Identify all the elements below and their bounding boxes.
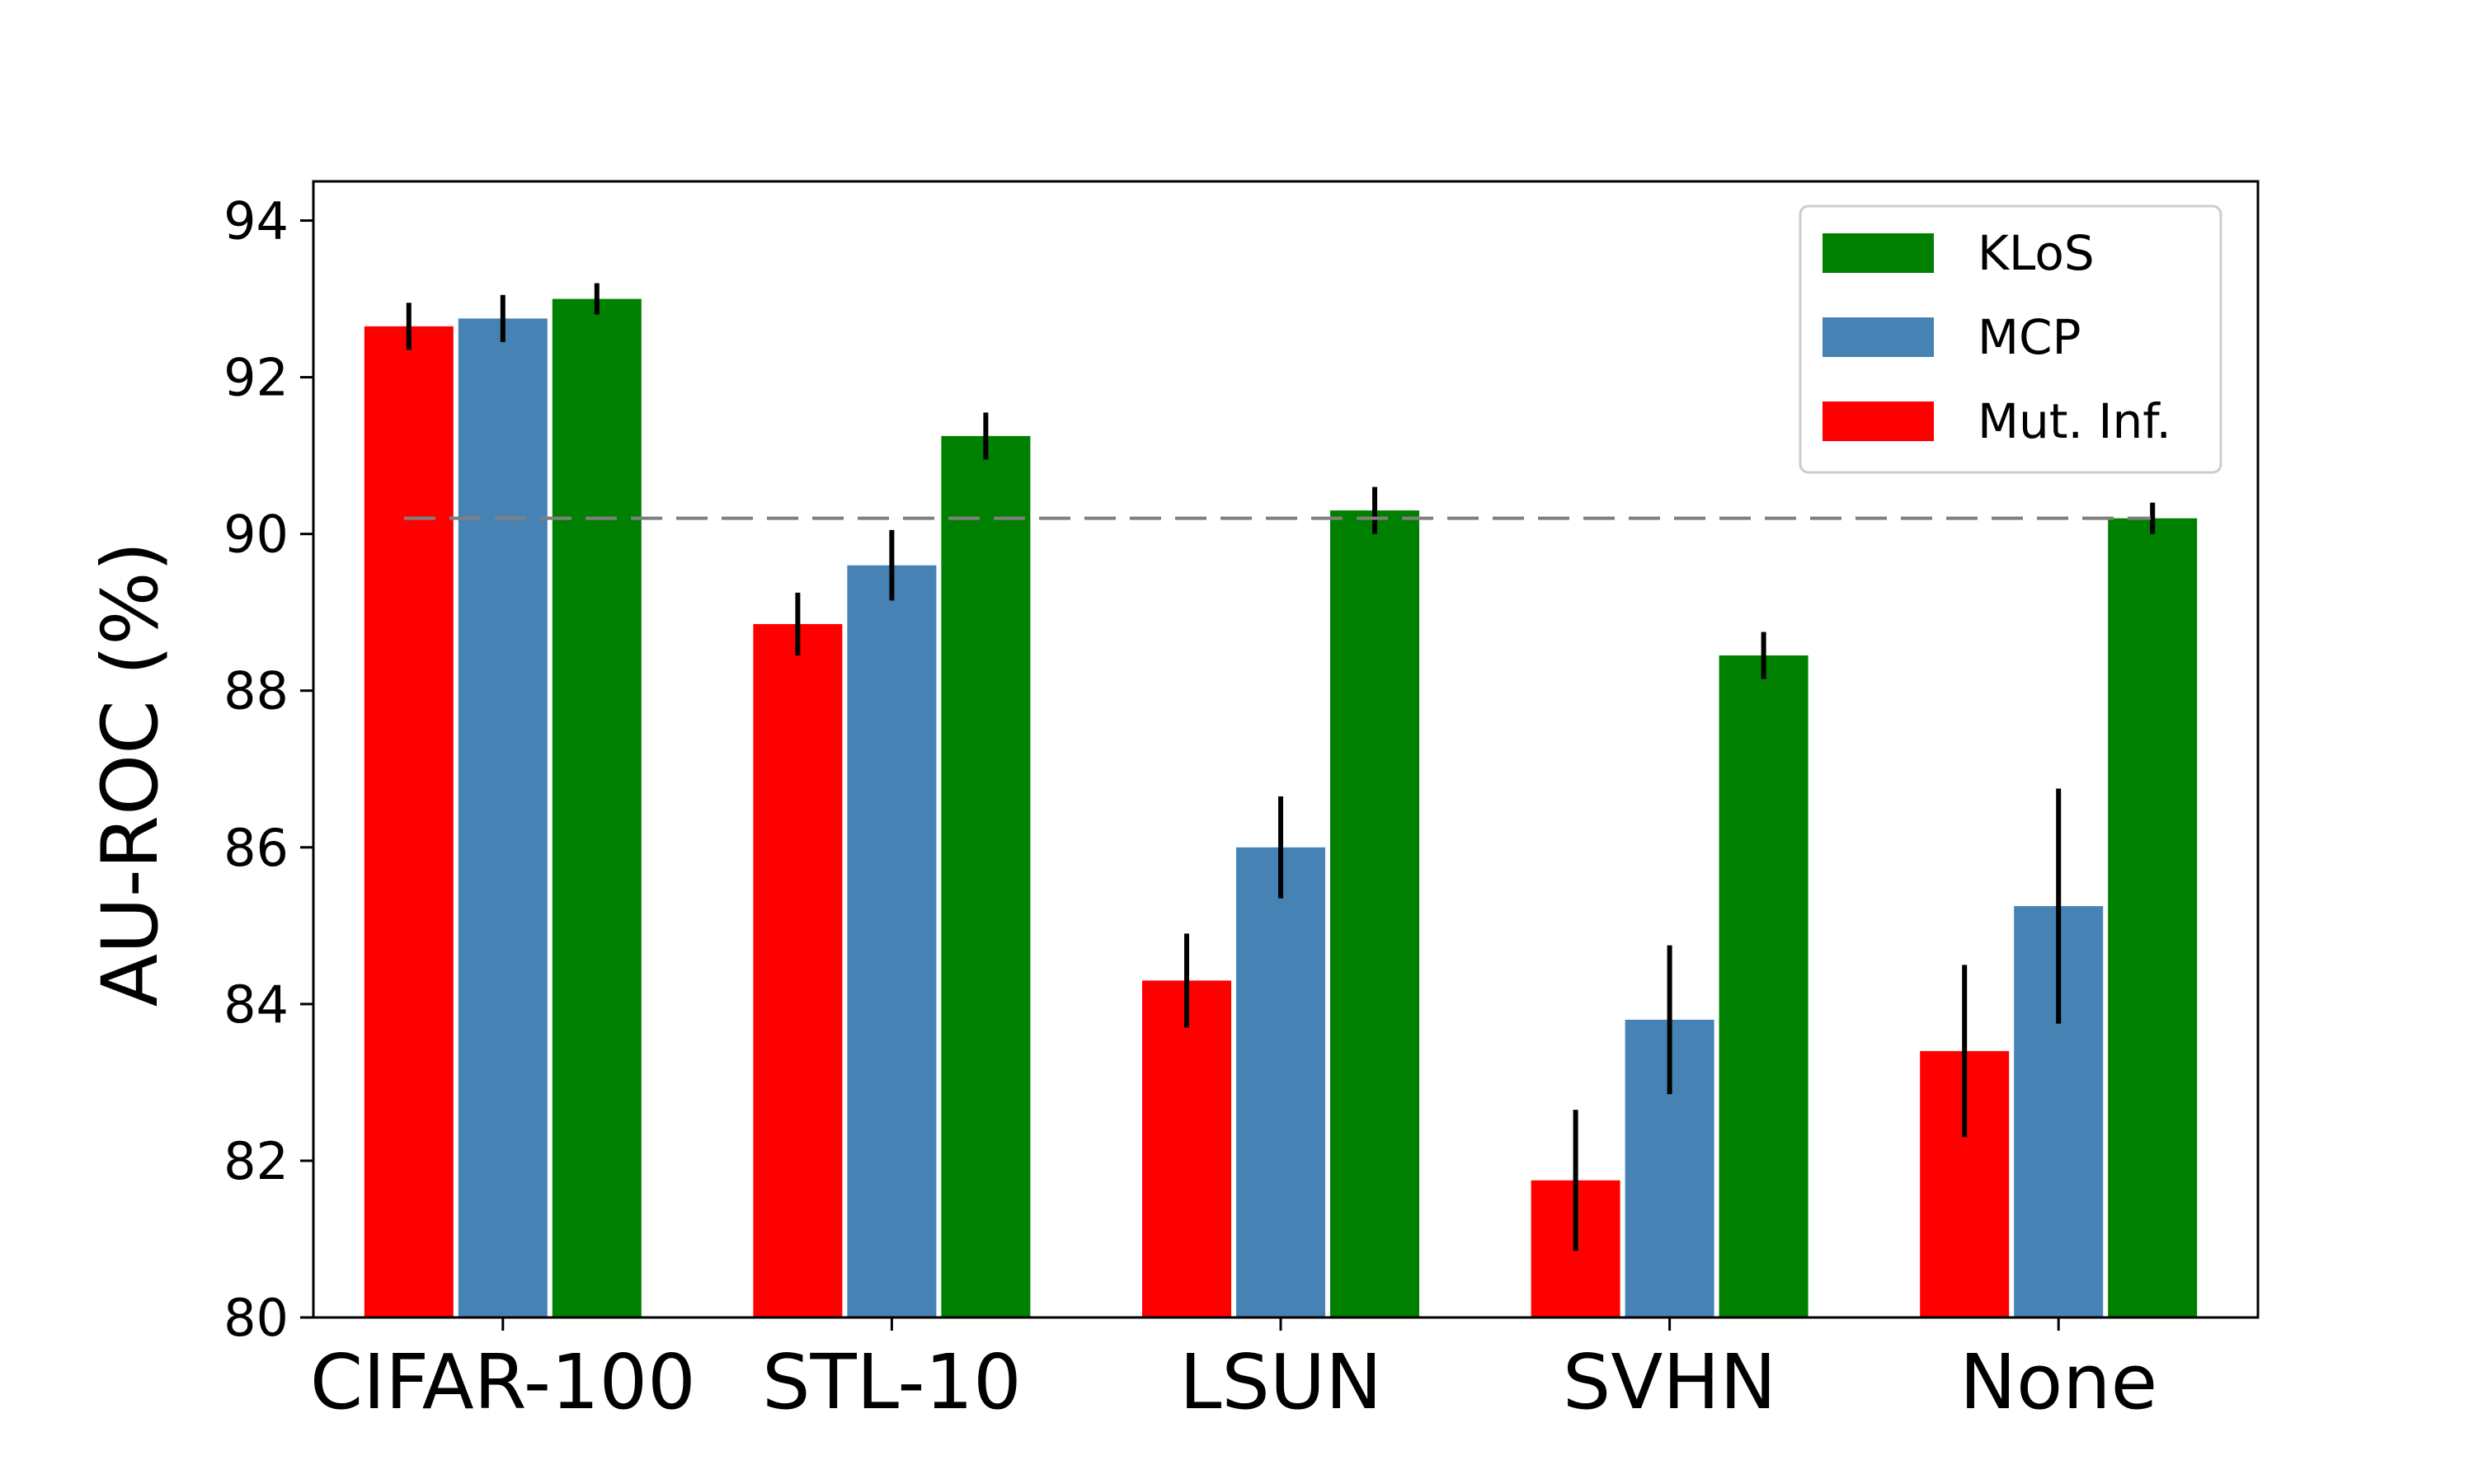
bar-mut-inf-lsun — [1142, 980, 1231, 1317]
error-bars-layer — [406, 283, 2156, 1252]
x-tick-label: CIFAR-100 — [310, 1338, 696, 1426]
y-tick-label: 90 — [223, 505, 289, 565]
legend-label: MCP — [1978, 309, 2081, 365]
y-tick-label: 86 — [223, 818, 289, 878]
bar-mcp-stl-10 — [847, 565, 937, 1317]
legend-label: Mut. Inf. — [1978, 393, 2171, 449]
bars-layer — [364, 298, 2198, 1318]
y-tick-label: 80 — [223, 1288, 289, 1348]
legend: KLoS MCP Mut. Inf. — [1799, 204, 2222, 474]
bar-klos-stl-10 — [941, 435, 1031, 1317]
y-axis-label: AU-ROC (%) — [86, 542, 176, 1007]
y-tick-label: 82 — [223, 1131, 289, 1191]
bar-klos-svhn — [1719, 655, 1808, 1317]
plot-area-frame — [312, 180, 2260, 1319]
bar-klos-lsun — [1330, 510, 1419, 1317]
y-tick-label: 92 — [223, 348, 289, 408]
legend-swatch — [1823, 233, 1934, 273]
legend-label: KLoS — [1978, 225, 2095, 281]
bar-mcp-lsun — [1236, 847, 1325, 1317]
y-axis: 80 82 84 86 88 90 92 94 — [223, 191, 313, 1348]
bar-mut-inf-stl-10 — [753, 623, 843, 1317]
y-tick-label: 88 — [223, 661, 289, 721]
legend-swatch — [1823, 402, 1934, 441]
x-tick-label: LSUN — [1179, 1338, 1382, 1426]
x-axis: CIFAR-100 STL-10 LSUN SVHN None — [310, 1317, 2157, 1426]
bar-mcp-cifar-100 — [458, 318, 548, 1318]
x-tick-label: STL-10 — [762, 1338, 1022, 1426]
bar-klos-none — [2108, 518, 2198, 1317]
legend-swatch — [1823, 317, 1934, 357]
y-tick-label: 84 — [223, 974, 289, 1035]
y-tick-label: 94 — [223, 191, 289, 251]
x-tick-label: None — [1959, 1338, 2157, 1426]
x-tick-label: SVHN — [1563, 1338, 1776, 1426]
bar-klos-cifar-100 — [552, 298, 642, 1317]
bar-mut-inf-cifar-100 — [364, 326, 454, 1318]
